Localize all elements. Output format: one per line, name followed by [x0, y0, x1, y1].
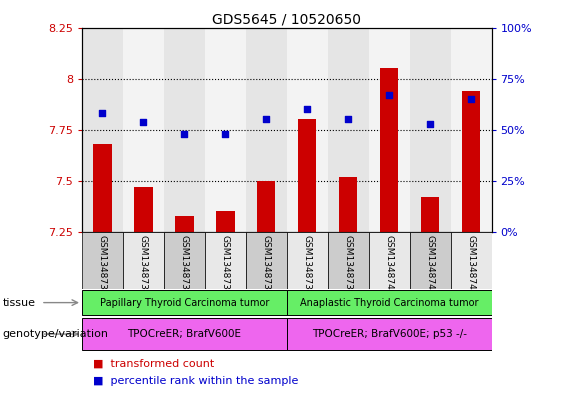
Bar	[462, 91, 480, 232]
Bar	[339, 177, 358, 232]
Text: GSM1348741: GSM1348741	[425, 235, 434, 295]
Text: Papillary Thyroid Carcinoma tumor: Papillary Thyroid Carcinoma tumor	[99, 298, 269, 308]
Bar	[175, 215, 194, 232]
Bar	[451, 232, 492, 289]
Bar	[164, 232, 205, 289]
Point	[467, 96, 476, 102]
Text: TPOCreER; BrafV600E; p53 -/-: TPOCreER; BrafV600E; p53 -/-	[312, 329, 467, 339]
Text: GSM1348735: GSM1348735	[180, 235, 189, 296]
Bar	[216, 211, 234, 232]
Bar	[421, 197, 440, 232]
Bar	[369, 28, 410, 232]
Bar	[380, 68, 398, 232]
Bar	[82, 290, 287, 315]
Text: ■  transformed count: ■ transformed count	[93, 358, 215, 369]
Bar	[164, 28, 205, 232]
Bar	[82, 28, 123, 232]
Bar	[328, 28, 369, 232]
Text: GSM1348739: GSM1348739	[344, 235, 353, 296]
Point	[180, 130, 189, 137]
Bar	[205, 232, 246, 289]
Point	[98, 110, 107, 116]
Title: GDS5645 / 10520650: GDS5645 / 10520650	[212, 12, 361, 26]
Bar	[298, 119, 316, 232]
Bar	[257, 181, 276, 232]
Text: Anaplastic Thyroid Carcinoma tumor: Anaplastic Thyroid Carcinoma tumor	[300, 298, 479, 308]
Text: genotype/variation: genotype/variation	[3, 329, 109, 339]
Text: ■  percentile rank within the sample: ■ percentile rank within the sample	[93, 376, 298, 386]
Text: tissue: tissue	[3, 298, 36, 308]
Bar	[93, 144, 112, 232]
Bar	[205, 28, 246, 232]
Bar	[410, 28, 451, 232]
Bar	[123, 232, 164, 289]
Bar	[410, 232, 451, 289]
Text: GSM1348734: GSM1348734	[139, 235, 148, 295]
Text: GSM1348737: GSM1348737	[262, 235, 271, 296]
Bar	[287, 290, 492, 315]
Bar	[246, 28, 287, 232]
Bar	[246, 232, 287, 289]
Point	[139, 118, 148, 125]
Bar	[328, 232, 369, 289]
Text: GSM1348742: GSM1348742	[467, 235, 476, 295]
Bar	[287, 232, 328, 289]
Text: GSM1348738: GSM1348738	[303, 235, 312, 296]
Point	[425, 120, 434, 127]
Bar	[287, 28, 328, 232]
Point	[385, 92, 394, 98]
Text: GSM1348736: GSM1348736	[221, 235, 230, 296]
Bar	[451, 28, 492, 232]
Bar	[82, 232, 123, 289]
Point	[262, 116, 271, 123]
Bar	[369, 232, 410, 289]
Bar	[287, 318, 492, 350]
Bar	[134, 187, 153, 232]
Text: GSM1348740: GSM1348740	[385, 235, 394, 295]
Bar	[82, 318, 287, 350]
Point	[303, 106, 312, 112]
Text: TPOCreER; BrafV600E: TPOCreER; BrafV600E	[127, 329, 241, 339]
Point	[344, 116, 353, 123]
Point	[221, 130, 230, 137]
Text: GSM1348733: GSM1348733	[98, 235, 107, 296]
Bar	[123, 28, 164, 232]
